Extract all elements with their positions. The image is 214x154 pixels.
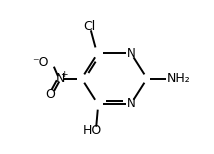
Text: O: O xyxy=(45,88,55,101)
Text: +: + xyxy=(60,70,68,79)
Text: NH₂: NH₂ xyxy=(167,72,191,85)
Text: HO: HO xyxy=(83,124,102,137)
Text: N: N xyxy=(126,47,135,60)
Text: ⁻O: ⁻O xyxy=(32,56,48,69)
Text: N: N xyxy=(126,97,135,110)
Text: N: N xyxy=(56,72,65,85)
Text: Cl: Cl xyxy=(83,20,95,33)
